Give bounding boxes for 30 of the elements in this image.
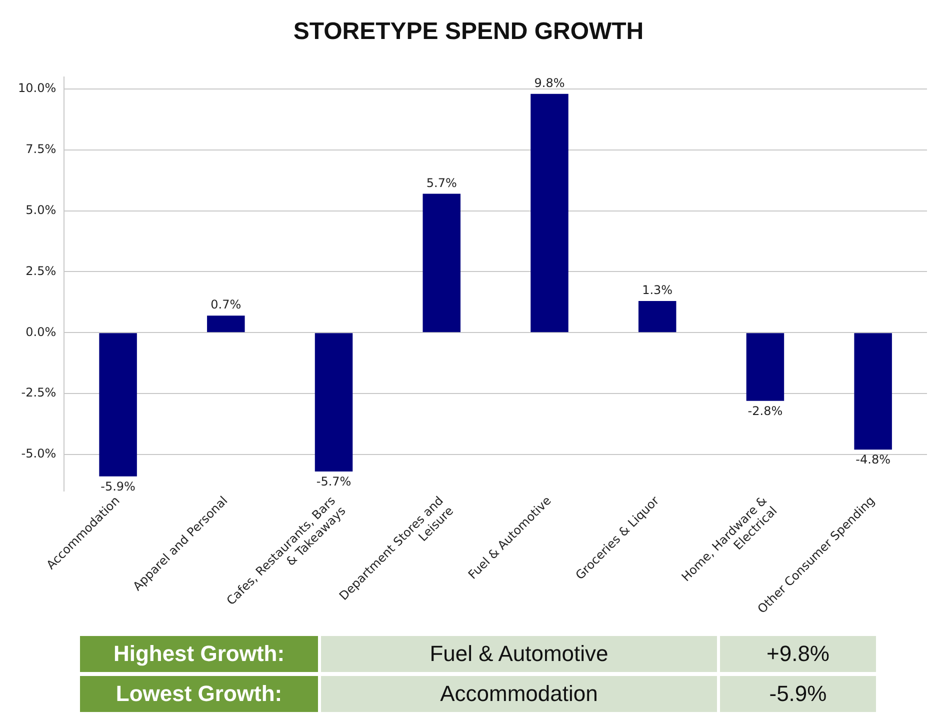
y-tick-label: 2.5%: [26, 264, 56, 278]
bar: [99, 333, 137, 476]
bar: [207, 316, 245, 332]
text: Accommodation: [318, 676, 717, 712]
bar: [314, 333, 353, 472]
data-label: -5.7%: [316, 474, 352, 489]
y-tick-label: -5.0%: [21, 446, 56, 461]
text: +9.8%: [717, 636, 876, 672]
y-tick-label: 5.0%: [26, 202, 56, 217]
text: Fuel & Automotive: [318, 636, 717, 672]
y-tick-label: -2.5%: [21, 386, 56, 400]
bar: [746, 333, 784, 401]
text: Lowest Growth:: [80, 676, 318, 712]
bar: [854, 333, 892, 450]
chart-title: STORETYPE SPEND GROWTH: [293, 18, 644, 46]
y-tick-label: 10.0%: [18, 81, 56, 96]
bar: [422, 194, 461, 332]
data-label: -2.8%: [748, 404, 783, 418]
text: -5.9%: [717, 676, 876, 712]
data-label: 1.3%: [642, 283, 673, 298]
y-tick-label: 0.0%: [26, 324, 56, 339]
data-label: 9.8%: [534, 76, 565, 90]
y-tick-label: 7.5%: [26, 142, 56, 156]
data-label: 5.7%: [426, 176, 457, 190]
data-label: -4.8%: [856, 452, 890, 467]
bar: [530, 94, 568, 332]
data-label: 0.7%: [210, 298, 242, 312]
data-label: -5.9%: [100, 480, 136, 494]
text: Highest Growth:: [80, 636, 318, 672]
bar: [638, 300, 676, 332]
